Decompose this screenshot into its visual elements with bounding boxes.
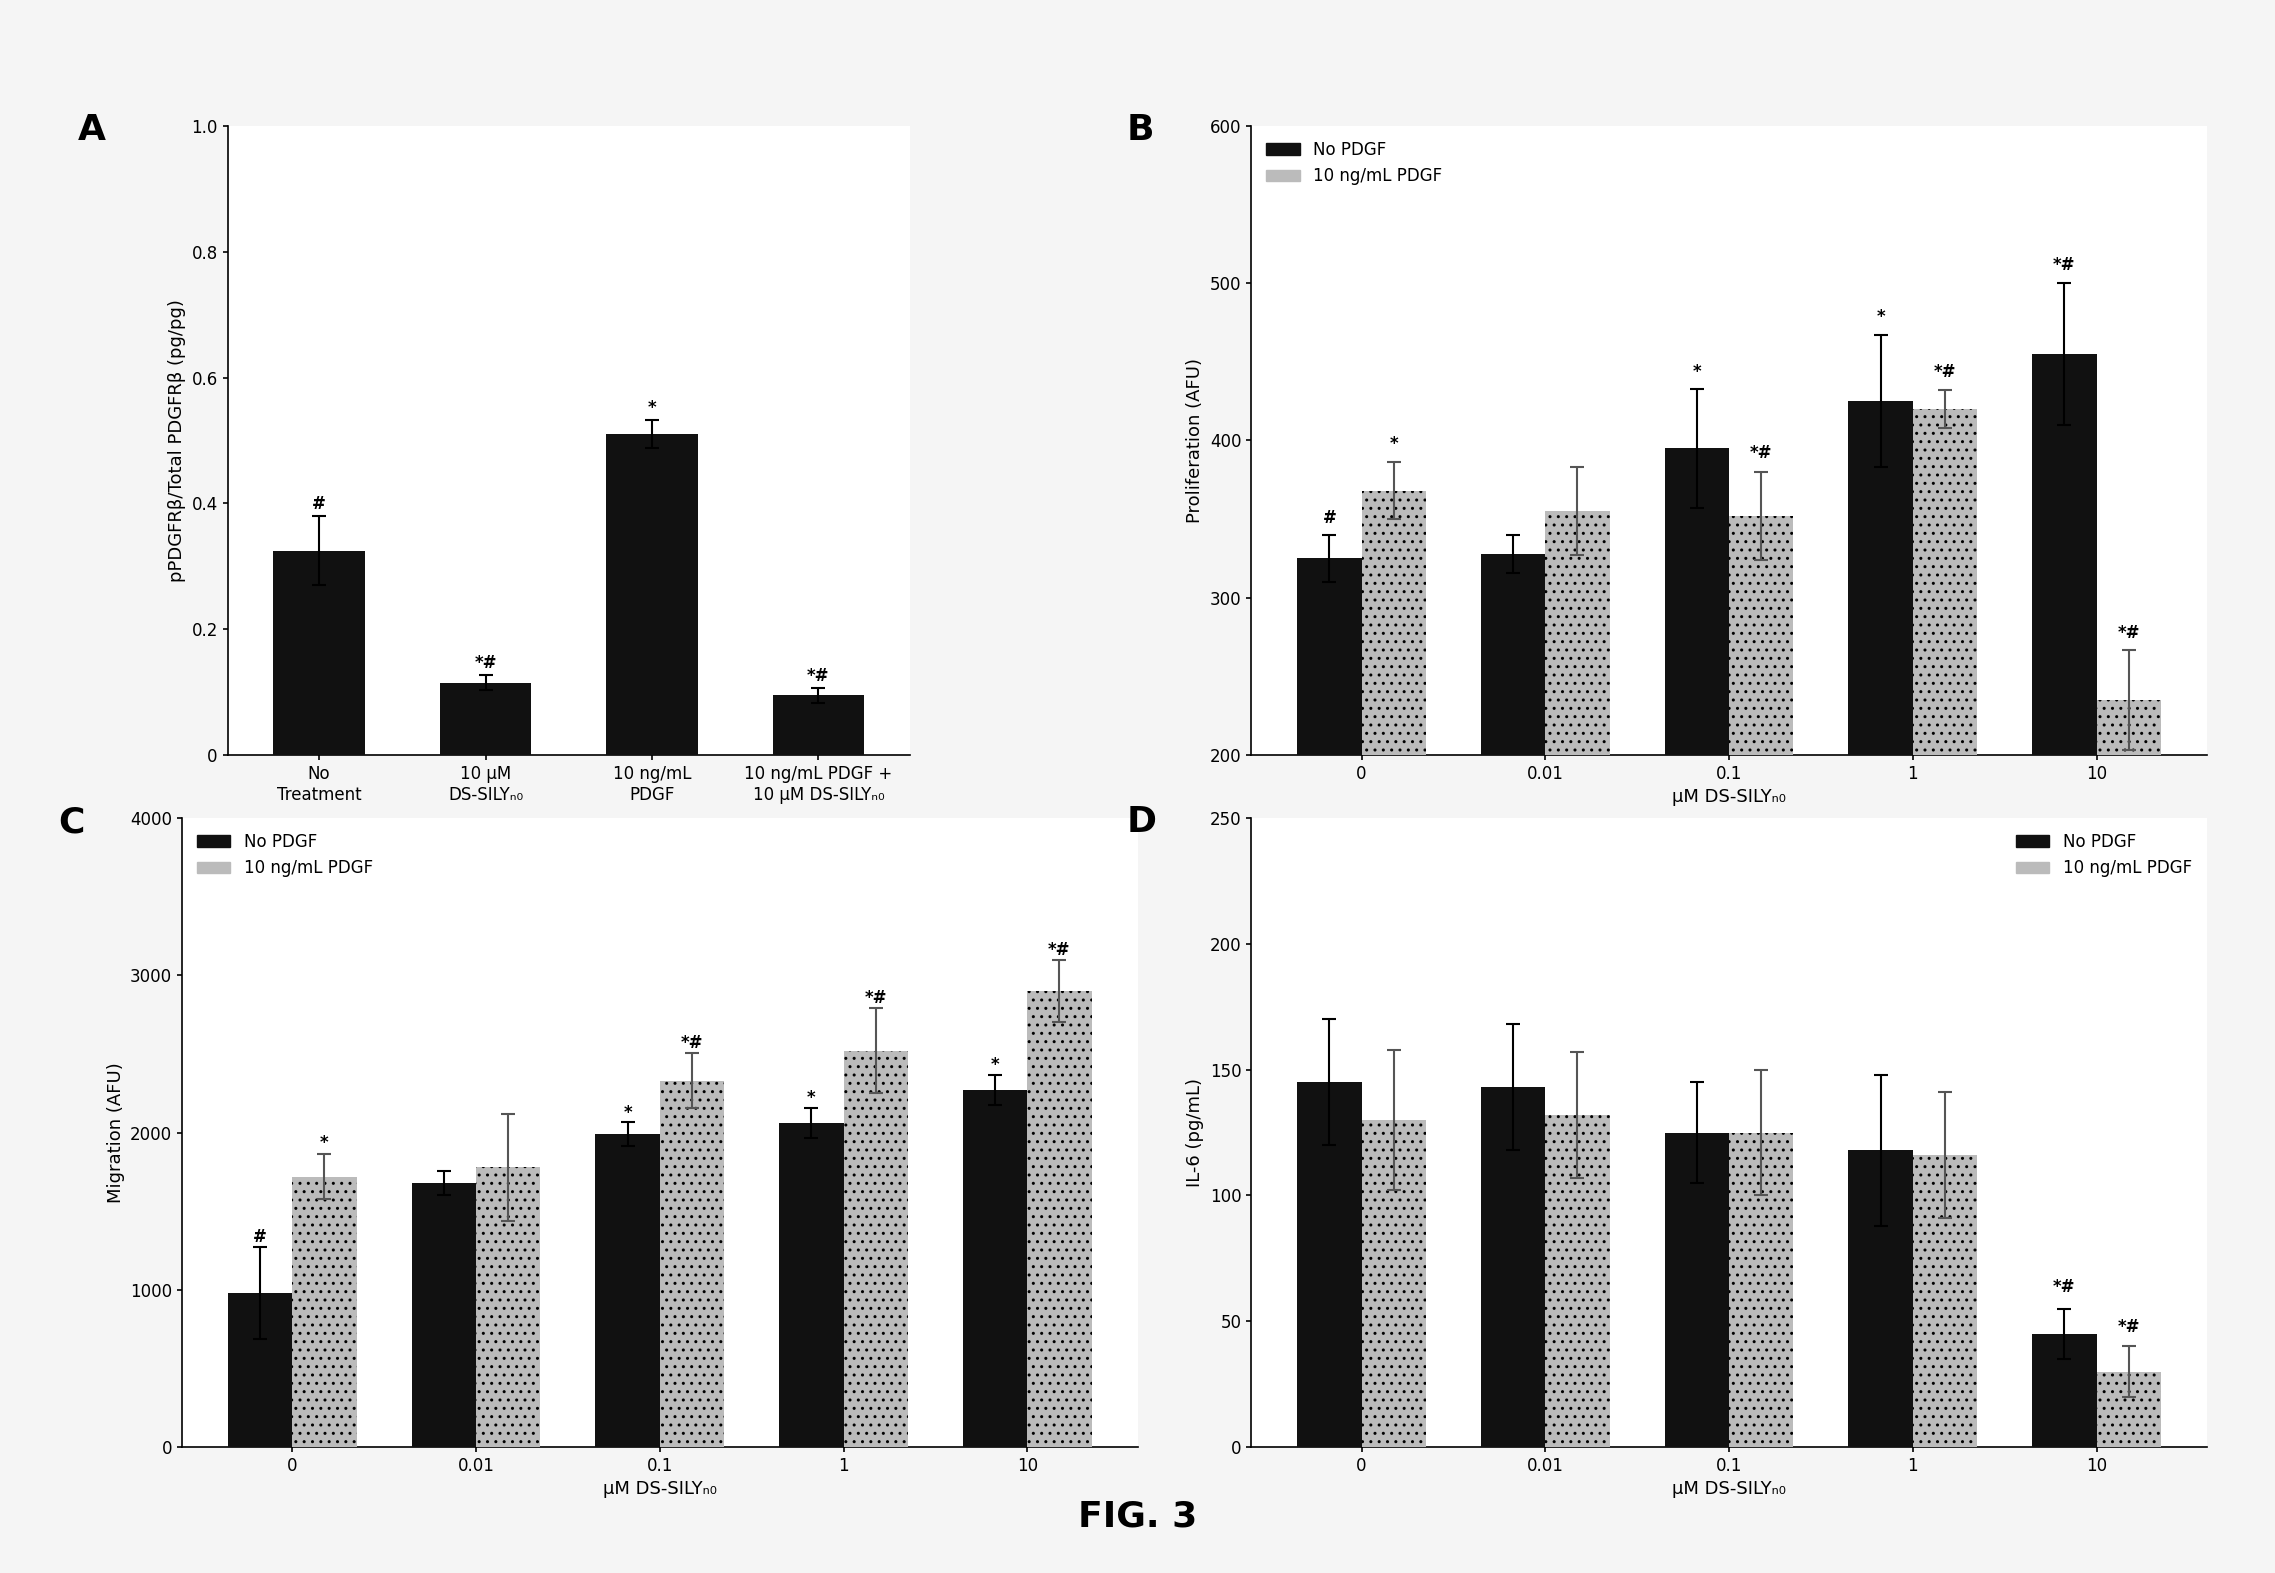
Text: *: * — [1877, 308, 1886, 326]
Text: D: D — [1126, 805, 1158, 840]
Bar — [1847, 1150, 1913, 1447]
Text: *: * — [623, 1104, 632, 1122]
Bar — [273, 551, 364, 755]
Text: *#: *# — [2118, 624, 2141, 642]
Bar — [844, 1051, 908, 1447]
Bar — [1729, 516, 1793, 1070]
Y-axis label: Migration (AFU): Migration (AFU) — [107, 1062, 125, 1203]
Text: #: # — [1322, 510, 1335, 527]
Bar — [2032, 354, 2098, 1070]
Bar — [2098, 700, 2161, 1070]
Bar — [439, 683, 532, 755]
Bar — [1297, 1082, 1360, 1447]
Bar — [605, 434, 698, 755]
Bar — [291, 1177, 357, 1447]
Bar — [475, 1167, 541, 1447]
Y-axis label: Proliferation (AFU): Proliferation (AFU) — [1185, 359, 1203, 522]
X-axis label: μM DS-SILYₙ₀: μM DS-SILYₙ₀ — [1672, 788, 1786, 807]
Bar — [1729, 1133, 1793, 1447]
Bar — [778, 1123, 844, 1447]
Legend: No PDGF, 10 ng/mL PDGF: No PDGF, 10 ng/mL PDGF — [2009, 826, 2198, 884]
Text: *: * — [1693, 363, 1702, 381]
Text: *#: *# — [680, 1033, 703, 1051]
Text: C: C — [57, 805, 84, 840]
Legend: No PDGF, 10 ng/mL PDGF: No PDGF, 10 ng/mL PDGF — [191, 826, 380, 884]
Bar — [1665, 1133, 1729, 1447]
Y-axis label: pPDGFRβ/Total PDGFRβ (pg/pg): pPDGFRβ/Total PDGFRβ (pg/pg) — [168, 299, 187, 582]
Bar — [660, 1081, 723, 1447]
Text: *: * — [648, 398, 655, 417]
Bar — [1481, 554, 1545, 1070]
Text: *#: *# — [473, 654, 496, 672]
Bar — [1913, 1155, 1977, 1447]
Text: *: * — [1390, 436, 1397, 453]
Bar — [412, 1183, 475, 1447]
Text: *#: *# — [2052, 1279, 2075, 1296]
Bar — [962, 1090, 1028, 1447]
Bar — [1028, 991, 1092, 1447]
Bar — [1913, 409, 1977, 1070]
Bar — [1545, 1115, 1611, 1447]
Text: *#: *# — [1749, 445, 1772, 462]
Text: FIG. 3: FIG. 3 — [1078, 1499, 1197, 1534]
Text: #: # — [253, 1229, 266, 1246]
Text: *#: *# — [2118, 1318, 2141, 1337]
Text: *#: *# — [2052, 256, 2075, 274]
Bar — [1360, 491, 1426, 1070]
Bar — [1847, 401, 1913, 1070]
Bar — [2032, 1334, 2098, 1447]
Bar — [1297, 558, 1360, 1070]
Text: *#: *# — [1049, 941, 1072, 958]
Bar — [1481, 1087, 1545, 1447]
Bar — [1360, 1120, 1426, 1447]
Text: *: * — [321, 1134, 328, 1151]
Bar — [1545, 511, 1611, 1070]
X-axis label: μM DS-SILYₙ₀: μM DS-SILYₙ₀ — [603, 1480, 717, 1499]
Legend: No PDGF, 10 ng/mL PDGF: No PDGF, 10 ng/mL PDGF — [1260, 134, 1449, 192]
Bar — [596, 1134, 660, 1447]
Bar — [2098, 1372, 2161, 1447]
Text: *#: *# — [864, 989, 887, 1007]
Text: *#: *# — [808, 667, 830, 684]
Text: #: # — [312, 495, 325, 513]
Text: *#: *# — [1934, 363, 1956, 381]
Text: A: A — [77, 113, 105, 148]
Bar — [774, 695, 864, 755]
Text: B: B — [1126, 113, 1153, 148]
X-axis label: μM DS-SILYₙ₀: μM DS-SILYₙ₀ — [1672, 1480, 1786, 1499]
Bar — [228, 1293, 291, 1447]
Y-axis label: IL-6 (pg/mL): IL-6 (pg/mL) — [1185, 1078, 1203, 1188]
Text: *: * — [992, 1057, 999, 1074]
Bar — [1665, 448, 1729, 1070]
Text: *: * — [808, 1089, 817, 1106]
